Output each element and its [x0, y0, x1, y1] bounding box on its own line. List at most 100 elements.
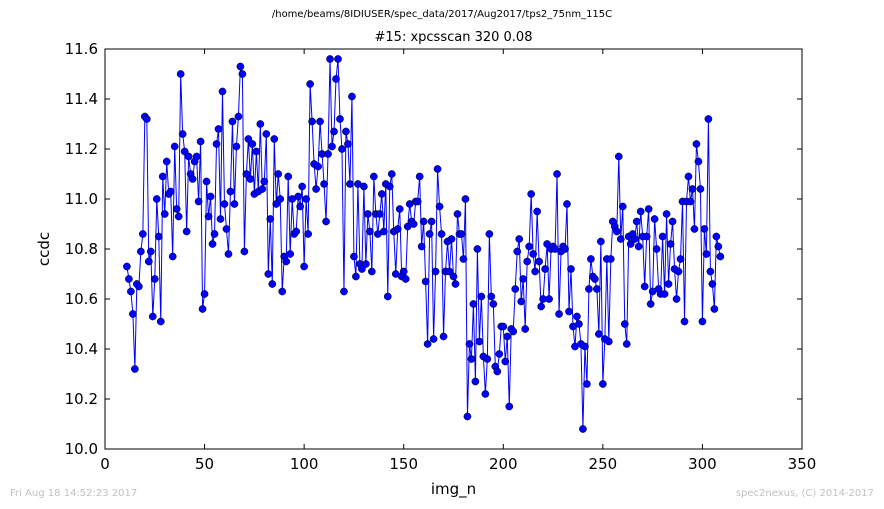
data-point — [218, 87, 227, 96]
data-point — [196, 137, 205, 146]
data-point — [463, 412, 472, 421]
data-point — [262, 130, 271, 138]
x-tick-label: 200 — [489, 455, 518, 473]
data-point — [612, 227, 621, 236]
data-point — [364, 210, 372, 218]
data-point — [393, 225, 402, 233]
data-point — [350, 252, 358, 261]
data-point — [146, 247, 155, 256]
data-point — [541, 265, 549, 273]
data-point — [567, 265, 575, 273]
data-point — [214, 125, 223, 133]
data-point — [445, 267, 454, 276]
data-point — [684, 172, 693, 181]
data-point — [710, 305, 719, 313]
data-point — [545, 295, 553, 303]
data-point — [461, 195, 470, 203]
chart-title: #15: xpcsscan 320 0.08 — [374, 30, 533, 45]
data-point — [423, 340, 432, 348]
data-point — [346, 180, 354, 188]
data-point — [449, 272, 458, 281]
data-point — [620, 320, 629, 328]
data-point — [328, 142, 336, 151]
data-point — [220, 200, 229, 208]
data-point — [583, 380, 591, 388]
data-point — [180, 147, 189, 156]
data-point — [525, 242, 534, 251]
data-point — [409, 220, 418, 228]
data-point — [616, 235, 625, 243]
data-point — [369, 172, 378, 181]
y-tick-label: 10.0 — [65, 440, 98, 458]
y-tick-label: 10.8 — [65, 240, 98, 258]
data-point — [224, 250, 233, 258]
data-point — [226, 187, 235, 196]
data-point — [451, 280, 460, 288]
data-point — [523, 257, 532, 266]
data-point — [399, 267, 408, 276]
data-point — [503, 332, 512, 341]
data-point — [481, 390, 490, 398]
y-tick-label: 10.4 — [65, 340, 98, 358]
data-point — [314, 162, 322, 171]
y-tick-label: 10.6 — [65, 290, 98, 308]
data-point — [425, 230, 434, 238]
copyright-footer: spec2nexus, (C) 2014-2017 — [735, 488, 874, 499]
data-point — [127, 287, 135, 296]
plot-frame — [104, 48, 803, 450]
data-point — [286, 250, 295, 258]
y-tick-label: 11.2 — [65, 140, 98, 158]
data-point — [614, 152, 623, 161]
data-point — [200, 290, 209, 298]
data-point — [206, 192, 215, 201]
data-point — [125, 275, 133, 283]
data-point — [292, 227, 301, 236]
file-path-suptitle: /home/beams/8IDIUSER/spec_data/2017/Aug2… — [271, 9, 613, 20]
data-point — [415, 172, 424, 181]
x-tick-label: 100 — [290, 455, 319, 473]
data-point — [401, 275, 410, 283]
data-point — [178, 130, 187, 138]
data-point — [646, 300, 655, 308]
data-point — [176, 70, 185, 78]
data-point — [352, 272, 360, 281]
data-point — [708, 280, 717, 288]
data-point — [712, 232, 721, 241]
data-point — [192, 152, 201, 161]
data-point — [326, 55, 334, 63]
data-point — [634, 242, 643, 251]
data-point — [533, 207, 541, 216]
data-point — [509, 327, 518, 336]
data-point — [579, 425, 587, 433]
data-point — [575, 320, 583, 328]
data-point — [194, 197, 203, 206]
data-point — [230, 200, 239, 208]
data-point — [278, 287, 287, 296]
data-point — [300, 262, 308, 271]
data-point — [368, 267, 376, 276]
data-point — [142, 115, 151, 123]
data-point — [666, 240, 675, 248]
data-point — [248, 140, 257, 148]
y-tick-label: 11.4 — [65, 90, 98, 108]
data-point — [519, 275, 528, 283]
data-point — [555, 310, 563, 318]
data-point — [234, 112, 243, 121]
data-point — [131, 365, 139, 373]
data-point — [483, 355, 492, 363]
data-point — [531, 267, 540, 276]
data-point — [706, 267, 715, 276]
data-point — [284, 172, 293, 181]
data-point — [698, 317, 707, 326]
data-point — [485, 230, 494, 238]
data-point — [260, 177, 269, 186]
data-point — [232, 142, 241, 151]
data-point — [385, 182, 394, 191]
data-point — [553, 170, 561, 178]
data-point — [716, 252, 725, 261]
data-point — [282, 257, 291, 266]
data-point — [700, 225, 709, 233]
data-point — [419, 217, 428, 226]
data-point — [692, 140, 701, 148]
data-point — [459, 255, 468, 263]
